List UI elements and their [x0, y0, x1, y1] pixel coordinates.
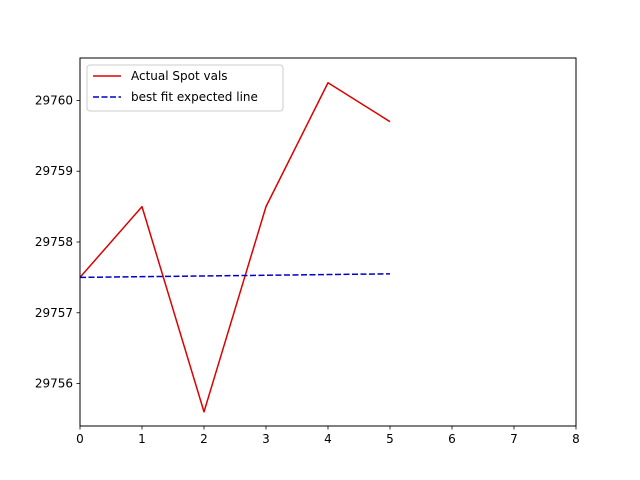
- y-tick-label: 29760: [35, 93, 73, 107]
- legend-label-best-fit: best fit expected line: [131, 90, 258, 104]
- x-tick-label: 5: [386, 432, 394, 446]
- x-tick-label: 0: [76, 432, 84, 446]
- legend: Actual Spot vals best fit expected line: [87, 65, 283, 111]
- x-tick-label: 3: [262, 432, 270, 446]
- x-tick-label: 6: [448, 432, 456, 446]
- x-tick-label: 2: [200, 432, 208, 446]
- y-tick-label: 29757: [35, 306, 73, 320]
- x-tick-label: 4: [324, 432, 332, 446]
- y-tick-label: 29759: [35, 164, 73, 178]
- y-tick-label: 29758: [35, 235, 73, 249]
- x-tick-label: 8: [572, 432, 580, 446]
- legend-label-actual: Actual Spot vals: [131, 69, 228, 83]
- x-tick-label: 7: [510, 432, 518, 446]
- y-tick-label: 29756: [35, 377, 73, 391]
- x-tick-label: 1: [138, 432, 146, 446]
